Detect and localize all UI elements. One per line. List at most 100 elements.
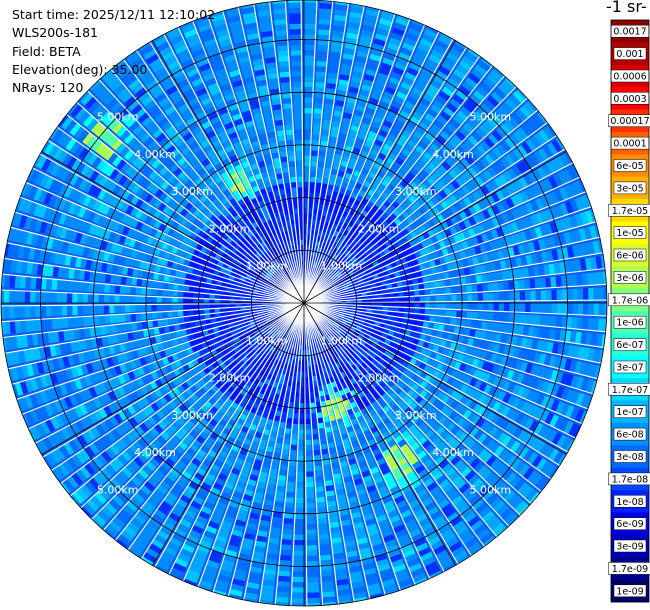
colorbar-label-box [610, 136, 650, 150]
colorbar-label: 0.0006 [613, 72, 646, 83]
ray-separator [102, 302, 305, 531]
colorbar-label-box [610, 24, 650, 38]
colorbar-label-box [613, 360, 647, 374]
radar-disc [1, 0, 607, 606]
ray-separator [69, 302, 305, 497]
ring-label: 4.00km [432, 446, 474, 459]
ring-label: 2.00km [209, 372, 251, 385]
colorbar-label-box [610, 92, 650, 105]
ray-separator [303, 191, 587, 304]
ray-separator [303, 302, 401, 591]
colorbar-label: 1.7e-08 [612, 474, 648, 485]
colorbar-label: 1.7e-06 [612, 295, 648, 306]
ray-separator [2, 273, 305, 304]
ray-separator [28, 302, 305, 430]
colorbar-label: 3e-07 [616, 363, 643, 374]
ring-label: 5.00km [470, 483, 512, 496]
elevation: Elevation(deg): 35.00 [12, 61, 148, 77]
ray-separator [222, 10, 305, 304]
ray-separator [60, 302, 305, 484]
colorbar-label: 1e-09 [616, 586, 643, 597]
colorbar-label: 6e-07 [616, 340, 643, 351]
ring-label: 1.00km [246, 334, 288, 347]
colorbar-label-box [608, 293, 650, 307]
colorbar-label-box [613, 517, 647, 530]
ray-separator [303, 162, 573, 304]
colorbar-label-box [613, 450, 647, 463]
ray-separator [303, 302, 459, 565]
ray-separator [303, 302, 371, 599]
ray-separator [0, 302, 305, 307]
ray-separator [4, 257, 305, 304]
ray-separator [76, 101, 305, 304]
colorbar-label-box [613, 584, 647, 598]
colorbar-label-box [613, 427, 647, 441]
ray-separator [227, 302, 305, 597]
ray-separator [48, 139, 305, 304]
colorbar-label-box [608, 114, 650, 127]
ray-separator [1, 289, 305, 304]
colorbar-label: 1.7e-09 [612, 564, 648, 575]
colorbar-label: 1e-07 [616, 407, 643, 418]
ray-separator [303, 86, 517, 304]
ring-label: 5.00km [97, 111, 139, 124]
ray-separator [303, 302, 386, 596]
ray-separator [123, 59, 305, 304]
ray-separator [303, 302, 521, 516]
nrays: NRays: 120 [12, 80, 84, 96]
ray-separators [0, 0, 608, 607]
ray-separator [303, 302, 308, 607]
ray-separator [127, 302, 305, 551]
ring-label: 1.00km [321, 334, 363, 347]
ray-separator [303, 302, 552, 480]
ray-separator [303, 9, 381, 304]
ray-separator [303, 302, 594, 395]
ray-separator [87, 90, 305, 304]
ray-separator [91, 302, 305, 520]
ray-separator [1, 302, 305, 323]
ray-separator [303, 267, 606, 304]
colorbar: 0.0017 0.001 0.0006 0.0003 0.00017 0.0001 6e-0… [608, 19, 650, 603]
colorbar-label-box [608, 472, 650, 486]
ray-separator [303, 3, 350, 304]
ray-separator [303, 302, 498, 538]
ray-separator [212, 302, 305, 593]
ray-separator [303, 18, 411, 304]
ray-separator [32, 167, 305, 304]
ray-separator [303, 109, 539, 304]
ray-separator [303, 302, 431, 579]
ray-separator [182, 302, 305, 582]
colorbar-label: 6e-08 [616, 430, 643, 441]
ray-separator [136, 50, 305, 304]
ray-separator [2, 302, 305, 339]
ray-separator [303, 302, 607, 317]
ray-separator [303, 302, 589, 410]
colorbar-label: 1e-06 [616, 318, 643, 329]
ray-separator [56, 126, 305, 304]
colorbar-label-box [613, 47, 647, 60]
ray-separator [51, 302, 305, 471]
ray-separator [303, 24, 426, 304]
ray-separator [168, 302, 305, 575]
ray-separator [303, 302, 532, 505]
ray-separator [303, 283, 607, 304]
ray-separator [303, 5, 365, 304]
ring-label: 4.00km [134, 446, 176, 459]
ray-separator [253, 4, 305, 304]
ray-separator [303, 302, 606, 333]
ray-separator [303, 302, 472, 556]
ray-separator [197, 302, 305, 588]
ray-separator [303, 302, 602, 364]
ray-separator [303, 148, 566, 304]
colorbar-label-box [613, 495, 647, 508]
ray-separator [110, 68, 305, 304]
ray-separator [303, 1, 334, 304]
azimuth-spoke [152, 40, 456, 566]
ray-separator [290, 302, 305, 606]
ray-separator [207, 15, 305, 304]
ring-label: 4.00km [432, 148, 474, 161]
ray-separator [303, 302, 510, 527]
colorbar-label-box [613, 271, 647, 284]
ray-separator [303, 299, 608, 304]
